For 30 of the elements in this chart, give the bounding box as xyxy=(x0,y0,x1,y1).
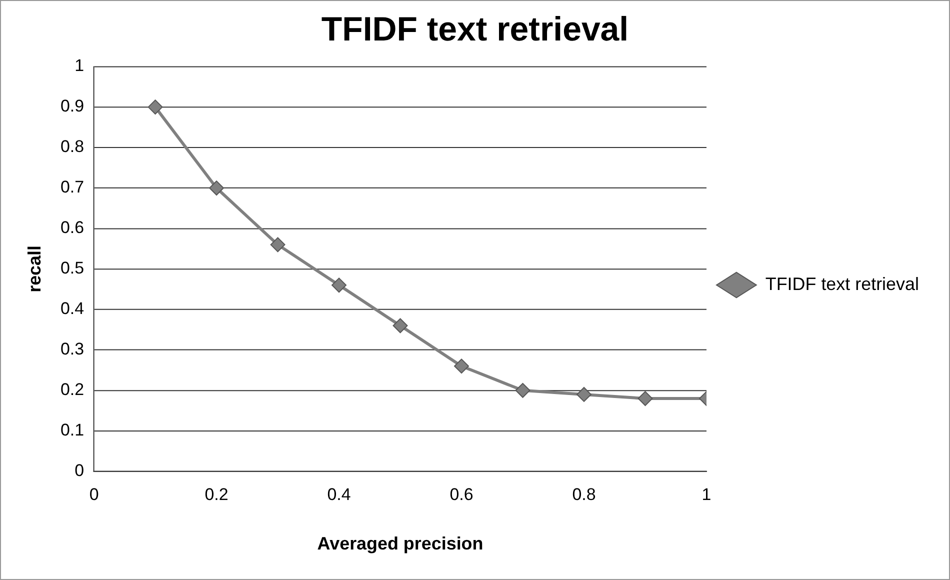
y-tick-label: 0.4 xyxy=(60,299,84,318)
x-tick-label: 0.8 xyxy=(572,485,596,504)
y-tick-label: 0.7 xyxy=(60,178,84,197)
chart-title: TFIDF text retrieval xyxy=(321,10,629,49)
y-tick-label: 0.3 xyxy=(60,340,84,359)
point xyxy=(270,237,286,252)
x-tick-label: 1 xyxy=(702,485,712,504)
y-tick-label: 0 xyxy=(74,461,84,480)
point xyxy=(148,100,163,115)
x-tick-label: 0.2 xyxy=(204,485,228,504)
point xyxy=(332,278,347,293)
x-axis-title: Averaged precision xyxy=(317,533,484,554)
y-tick-label: 0.2 xyxy=(60,380,84,400)
x-tick-label: 0.6 xyxy=(450,485,474,504)
point xyxy=(576,386,592,402)
y-tick-label: 1 xyxy=(74,56,84,76)
y-tick-label: 0.9 xyxy=(60,96,84,116)
point xyxy=(392,318,408,334)
y-tick-label: 0.1 xyxy=(60,420,84,440)
point xyxy=(638,391,653,406)
y-tick-label: 0.5 xyxy=(60,258,84,278)
y-tick-label: 0.8 xyxy=(60,137,84,156)
point xyxy=(454,358,469,374)
point xyxy=(515,382,530,398)
y-axis-title: recall xyxy=(24,246,45,292)
x-tick-label: 0.4 xyxy=(327,485,351,504)
point xyxy=(209,180,224,196)
x-tick-label: 0 xyxy=(89,485,99,504)
legend-label: TFIDF text retrieval xyxy=(765,274,919,294)
y-tick-label: 0.6 xyxy=(60,218,84,238)
